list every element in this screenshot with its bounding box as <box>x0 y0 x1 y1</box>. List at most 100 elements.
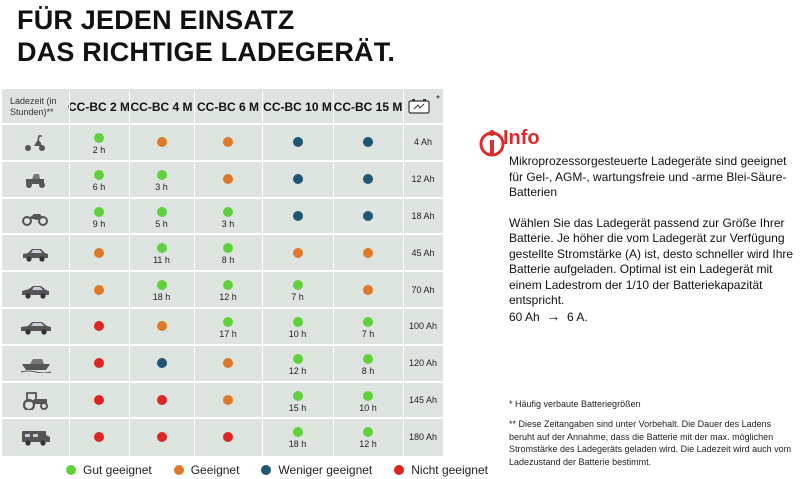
rating-dot-good <box>363 390 373 401</box>
legend-dot <box>66 465 76 475</box>
charge-time: 7 h <box>291 292 304 303</box>
footnote-double-star: ** Diese Zeitangaben sind unter Vorbehal… <box>509 419 792 467</box>
car-icon <box>21 285 49 299</box>
rating-dot-less <box>156 358 167 369</box>
charge-time: 12 h <box>359 439 377 450</box>
camper-icon <box>21 430 50 446</box>
vehicle-icon-cell <box>2 345 69 382</box>
rating-dot-good <box>292 280 303 291</box>
rating-dot-none <box>94 358 104 369</box>
charge-time: 7 h <box>361 329 375 339</box>
info-title: Info <box>503 127 540 149</box>
rating-dot-good <box>223 280 233 291</box>
legend-item-good: Gut geeignet <box>66 463 152 477</box>
rating-dot-good <box>156 243 167 254</box>
rating-dot-less <box>292 211 303 221</box>
sedan-icon <box>20 322 51 335</box>
rating-dot-good <box>363 427 373 438</box>
vehicle-icon-cell <box>2 271 69 308</box>
vehicle-icon-cell <box>2 124 69 161</box>
charger-table: Ladezeit (in Stunden)** CC-BC 2 M CC-BC 4 … <box>2 89 443 456</box>
boat-icon <box>20 359 51 374</box>
battery-capacity: 120 Ah <box>408 358 438 369</box>
charge-time: 12 h <box>288 365 307 376</box>
headline-line-1: FÜR JEDEN EINSATZ <box>17 5 295 35</box>
column-header-3: CC-BC 6 M <box>197 99 259 114</box>
battery-capacity: 18 Ah <box>411 210 435 221</box>
battery-capacity: 4 Ah <box>413 137 433 148</box>
battery-capacity: 70 Ah <box>411 284 435 295</box>
rating-dot-good <box>156 206 167 217</box>
example-capacity: 60 Ah <box>509 309 540 324</box>
rating-dot-good <box>223 206 233 217</box>
rating-dot-none <box>156 395 167 405</box>
row-divider <box>2 270 443 273</box>
charge-time: 3 h <box>221 218 235 229</box>
capacity-header: * <box>403 89 443 124</box>
example-current: 6 A. <box>567 309 588 324</box>
legend-label: Gut geeignet <box>83 463 152 477</box>
column-divider <box>332 89 334 456</box>
motorcycle-icon <box>21 213 48 226</box>
rating-dot-suitable <box>223 174 233 185</box>
column-header-1: CC-BC 2 M <box>68 99 130 114</box>
charge-time: 17 h <box>219 329 237 339</box>
vehicle-icon-cell <box>2 198 69 235</box>
footnote-star: * Häufig verbaute Batteriegrößen <box>509 399 641 409</box>
charge-time: 10 h <box>359 402 377 413</box>
rating-dot-none <box>94 321 104 332</box>
rating-dot-none <box>156 431 167 442</box>
battery-capacity: 180 Ah <box>408 431 438 442</box>
small-car-icon <box>22 248 48 262</box>
charge-time: 12 h <box>219 292 237 303</box>
example-arrow: → <box>546 307 561 324</box>
vehicle-icon-cell <box>2 234 69 271</box>
battery-icon <box>408 98 430 114</box>
row-divider <box>2 123 443 125</box>
column-divider <box>261 89 263 456</box>
rating-dot-less <box>363 137 373 148</box>
capacity-footnote-mark: * <box>436 94 440 105</box>
rating-dot-none <box>223 431 233 442</box>
row-divider <box>2 159 443 162</box>
legend-label: Geeignet <box>190 463 240 477</box>
column-header-2: CC-BC 4 M <box>130 99 193 114</box>
charge-time: 5 h <box>155 218 168 229</box>
legend-label: Nicht geeignet <box>411 463 488 477</box>
vehicle-icon-cell <box>2 418 69 455</box>
info-heading: Info <box>478 124 558 169</box>
scooter-icon <box>24 135 45 152</box>
rating-dot-suitable <box>94 284 104 295</box>
charge-time: 6 h <box>92 181 106 192</box>
headline-line-2: DAS RICHTIGE LADEGERÄT. <box>17 37 396 67</box>
rating-dot-suitable <box>223 137 233 148</box>
page-headline: FÜR JEDEN EINSATZ DAS RICHTIGE LADEGERÄT… <box>17 4 395 68</box>
row-divider <box>2 343 443 346</box>
battery-capacity: 45 Ah <box>411 247 435 258</box>
rating-dot-good <box>156 280 167 291</box>
charge-time: 2 h <box>92 145 106 155</box>
charge-time: 9 h <box>92 218 106 229</box>
rating-dot-suitable <box>94 247 104 258</box>
column-header-4: CC-BC 10 M <box>263 99 332 114</box>
charge-time: 15 h <box>288 402 307 413</box>
charge-time: 11 h <box>153 255 170 266</box>
legend-item-suitable: Geeignet <box>173 463 240 477</box>
row-divider <box>2 380 443 383</box>
vehicle-icon-cell <box>2 161 69 198</box>
rating-dot-less <box>363 174 373 185</box>
legend-item-none: Nicht geeignet <box>394 463 488 477</box>
rating-dot-suitable <box>223 358 233 369</box>
legend-dot <box>173 465 184 475</box>
charge-time: 18 h <box>152 292 171 303</box>
legend-item-less: Weniger geeignet <box>261 463 372 477</box>
info-lead: Mikroprozessorgesteuerte Ladegeräte sind… <box>509 154 787 199</box>
rating-dot-good <box>363 353 373 364</box>
row-divider <box>2 307 443 309</box>
info-icon: Info <box>479 127 540 157</box>
rating-dot-good <box>94 133 104 143</box>
rating-dot-suitable <box>363 284 373 295</box>
time-header: Ladezeit (in Stunden)** <box>10 95 57 117</box>
battery-capacity: 145 Ah <box>408 394 438 405</box>
vehicle-icon-cell <box>2 382 69 419</box>
